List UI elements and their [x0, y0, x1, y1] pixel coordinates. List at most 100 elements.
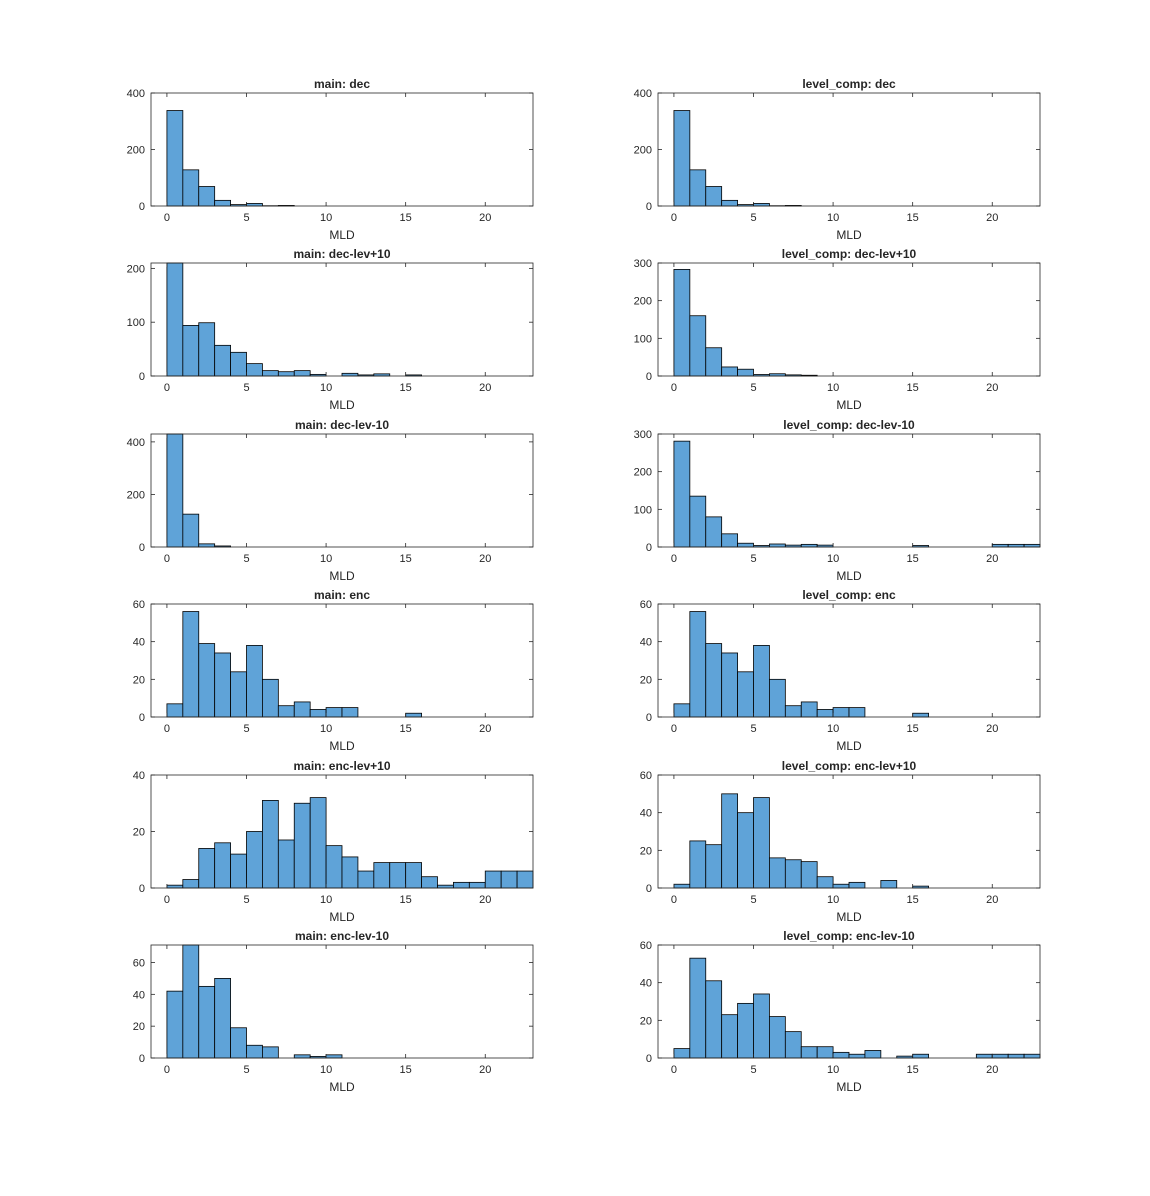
y-tick-label: 0 [646, 883, 652, 895]
histogram-bar [848, 707, 866, 718]
histogram-bar [214, 199, 231, 207]
histogram-bar [864, 1050, 882, 1059]
histogram-bar [673, 1048, 691, 1059]
x-tick-label: 10 [320, 212, 332, 224]
x-tick-label: 0 [671, 382, 677, 394]
histogram-bar [832, 883, 850, 889]
y-tick-label: 20 [640, 845, 652, 857]
x-tick-label: 15 [400, 894, 412, 906]
y-tick-label: 400 [634, 88, 652, 100]
histogram-bar [405, 712, 422, 718]
x-axis-label: MLD [329, 1080, 355, 1094]
y-tick-label: 20 [640, 1015, 652, 1027]
histogram-bar [198, 543, 216, 548]
x-axis-label: MLD [329, 739, 355, 753]
chart-title: main: enc [314, 588, 370, 602]
histogram-bar [182, 513, 200, 548]
axes-box [657, 433, 1041, 548]
x-tick-label: 10 [827, 894, 839, 906]
histogram-bar [293, 1054, 311, 1059]
histogram-bar [753, 797, 770, 889]
x-axis-label: MLD [329, 398, 355, 412]
histogram-bar [453, 881, 470, 889]
y-tick-label: 400 [127, 88, 145, 100]
axes-box [657, 944, 1041, 1059]
x-tick-label: 15 [400, 382, 412, 394]
histogram-bar [880, 880, 898, 889]
axes-box [657, 774, 1041, 889]
y-tick-label: 40 [133, 770, 145, 782]
x-tick-label: 0 [164, 723, 170, 735]
histogram-bar [246, 645, 263, 718]
histogram-bar [737, 368, 754, 377]
histogram-bar [277, 371, 295, 377]
histogram-bar [848, 881, 866, 889]
histogram-bar [293, 701, 311, 718]
x-tick-label: 20 [986, 723, 998, 735]
x-tick-label: 5 [750, 1064, 756, 1076]
x-tick-label: 0 [164, 553, 170, 565]
histogram-bar [341, 372, 359, 377]
histogram-bar [673, 703, 691, 718]
x-tick-label: 15 [907, 1064, 919, 1076]
histogram-bar [516, 870, 534, 889]
histogram-bar [737, 671, 754, 718]
y-tick-label: 20 [640, 674, 652, 686]
x-tick-label: 10 [827, 212, 839, 224]
histogram-bar [230, 853, 247, 889]
x-tick-label: 15 [907, 553, 919, 565]
histogram-bar [705, 844, 723, 889]
histogram-bar [309, 797, 327, 889]
histogram-bar [769, 1016, 786, 1059]
histogram-bar [214, 842, 231, 889]
histogram-bar [737, 1002, 754, 1059]
histogram-bar [737, 542, 754, 548]
histogram-bar [673, 883, 691, 889]
histogram-bar [705, 186, 723, 207]
x-tick-label: 15 [400, 212, 412, 224]
chart-title: main: dec-lev+10 [293, 247, 390, 261]
histogram-bar [198, 985, 216, 1059]
x-tick-label: 0 [164, 382, 170, 394]
y-tick-label: 20 [133, 1021, 145, 1033]
histogram-bar [753, 645, 770, 718]
axes-box [657, 262, 1041, 377]
x-tick-label: 20 [986, 382, 998, 394]
chart-title: level_comp: dec-lev+10 [782, 247, 917, 261]
histogram-bar [705, 643, 723, 718]
x-axis-label: MLD [329, 910, 355, 924]
histogram-bar [214, 978, 231, 1059]
x-tick-label: 20 [479, 212, 491, 224]
histogram-bar [182, 879, 200, 889]
chart-title: level_comp: enc [802, 588, 896, 602]
x-tick-label: 20 [479, 894, 491, 906]
x-tick-label: 5 [243, 894, 249, 906]
histogram-bar [673, 440, 691, 548]
histogram-bar [309, 709, 327, 718]
histogram-bar [230, 671, 247, 718]
y-tick-label: 100 [127, 317, 145, 329]
histogram-bar [262, 370, 279, 377]
x-tick-label: 20 [986, 894, 998, 906]
x-axis-label: MLD [836, 1080, 862, 1094]
y-tick-label: 40 [640, 978, 652, 990]
y-tick-label: 0 [139, 712, 145, 724]
histogram-bar [800, 1046, 818, 1059]
y-tick-label: 0 [139, 201, 145, 213]
x-tick-label: 5 [750, 382, 756, 394]
histogram-bar [182, 169, 200, 207]
histogram-bar [198, 186, 216, 207]
x-axis-label: MLD [836, 398, 862, 412]
histogram-bar [769, 857, 786, 889]
histogram-bar [784, 705, 802, 718]
histogram-panel: 0 5 10 15 20 0 20 40 60 main: enc MLD [133, 588, 534, 753]
histogram-bar [182, 325, 200, 377]
histogram-bar [277, 839, 295, 889]
histogram-bar [705, 980, 723, 1059]
x-tick-label: 10 [827, 382, 839, 394]
y-tick-label: 20 [133, 674, 145, 686]
histogram-panel: 0 5 10 15 20 0 20 40 60 level_comp: enc MLD [640, 588, 1041, 753]
histogram-bar [832, 1051, 850, 1059]
x-tick-label: 5 [750, 553, 756, 565]
